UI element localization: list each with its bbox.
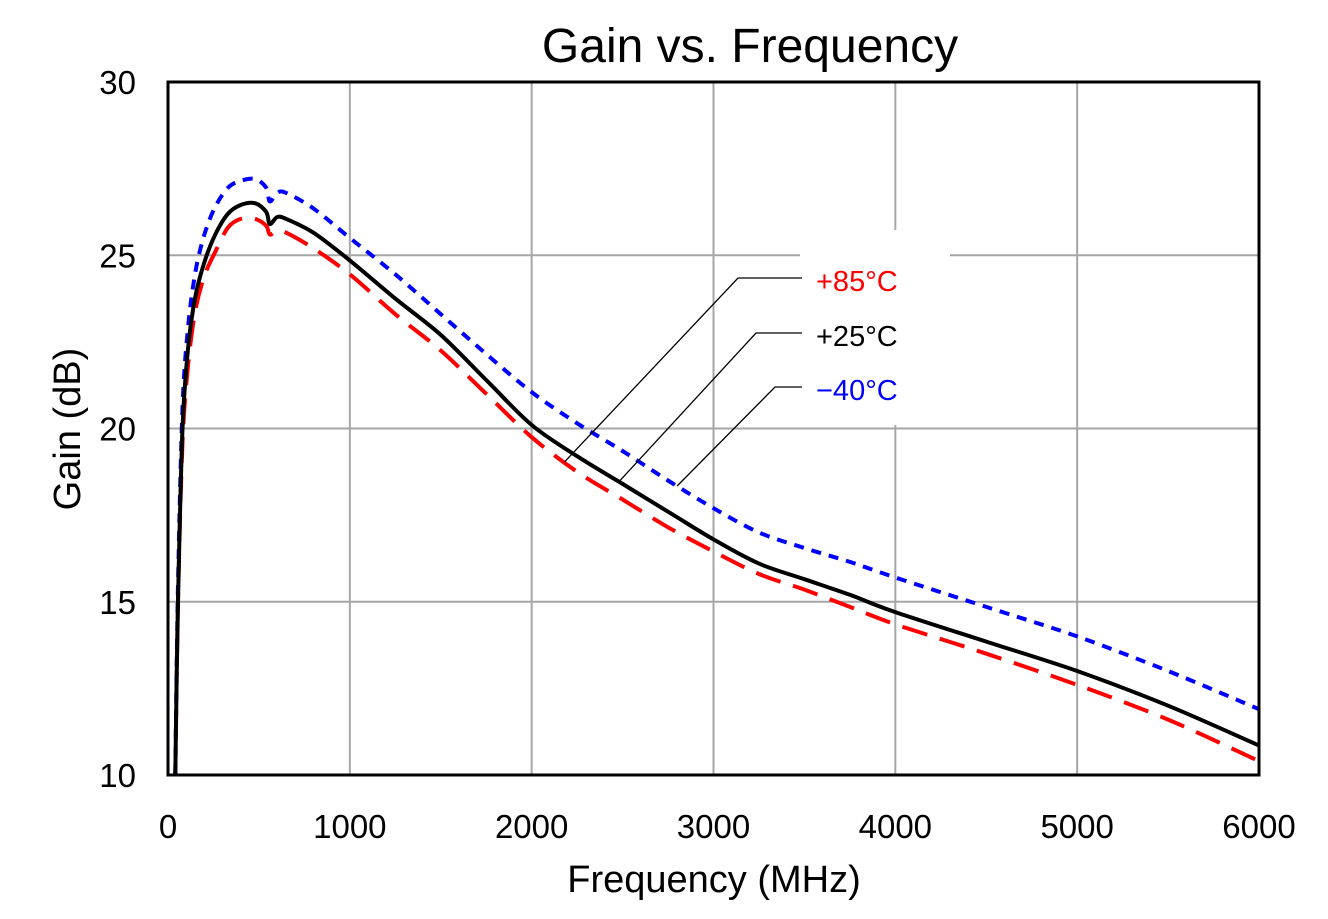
y-axis-title: Gain (dB): [47, 348, 89, 511]
y-tick-label: 20: [99, 411, 136, 448]
grid: [168, 82, 1259, 775]
callout-leader-line: [618, 332, 802, 483]
plot-frame: [166, 80, 1261, 777]
callout-label: +85°C: [816, 266, 898, 298]
callout-group: +85°C +25°C −40°C: [563, 266, 898, 487]
callout-label: +25°C: [816, 321, 898, 353]
y-tick-label: 30: [99, 64, 136, 101]
x-tick-label: 3000: [677, 808, 750, 845]
annotation-background: [800, 230, 950, 425]
x-tick-label: 6000: [1222, 808, 1295, 845]
series-line-25C: [173, 200, 1260, 776]
callout-leader-line: [563, 277, 802, 463]
callout-label: −40°C: [816, 375, 898, 407]
y-tick-labels: 10 15 20 25 30: [99, 64, 136, 794]
series-line-40C: [173, 176, 1260, 776]
x-axis-title: Frequency (MHz): [567, 859, 861, 901]
x-tick-label: 1000: [313, 808, 386, 845]
y-tick-label: 10: [99, 757, 136, 794]
x-tick-label: 5000: [1040, 808, 1113, 845]
y-tick-label: 15: [99, 584, 136, 621]
x-tick-label: 4000: [859, 808, 932, 845]
y-tick-label: 25: [99, 237, 136, 274]
chart-title: Gain vs. Frequency: [542, 20, 958, 73]
x-tick-labels: 0 1000 2000 3000 4000 5000 6000: [159, 808, 1296, 845]
x-tick-label: 2000: [495, 808, 568, 845]
series-group: [173, 176, 1260, 776]
legend-box: [800, 230, 950, 425]
x-tick-label: 0: [159, 808, 177, 845]
series-line-85C: [173, 215, 1260, 776]
callout-leader-line: [676, 386, 802, 487]
